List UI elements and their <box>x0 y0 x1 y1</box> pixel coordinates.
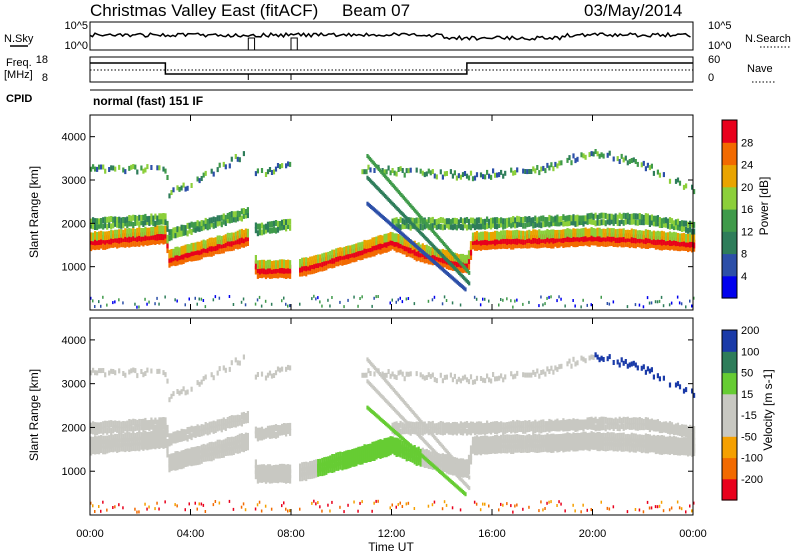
colorbar-tick-label: -50 <box>741 431 757 443</box>
y-tick-label: 3000 <box>62 379 86 391</box>
colorbar-swatch <box>722 142 737 166</box>
time-axis: 00:00 04:00 08:00 12:00 16:00 20:00 00:00 <box>76 115 707 540</box>
power-panel: 1000 2000 3000 4000 Slant Range [km] <box>27 114 696 311</box>
freq-tick-bottom: 8 <box>42 72 48 84</box>
colorbar-swatch <box>722 253 737 277</box>
colorbar-swatch <box>722 330 737 352</box>
colorbar-tick-label: 28 <box>741 137 753 149</box>
colorbar-swatch <box>722 372 737 395</box>
nsky-tick-top: 10^5 <box>64 20 88 32</box>
freq-trace <box>90 62 693 80</box>
nave-tick-bottom: 0 <box>708 72 714 84</box>
x-tick-label: 08:00 <box>277 528 305 540</box>
velocity-ylabel: Slant Range [km] <box>27 369 41 461</box>
y-tick-label: 4000 <box>62 132 86 144</box>
colorbar-tick-label: 16 <box>741 204 753 216</box>
freq-tick-top: 18 <box>36 54 48 66</box>
freq-label-2: [MHz] <box>4 69 33 81</box>
colorbar-swatch <box>722 393 737 416</box>
colorbar-swatch <box>722 186 737 210</box>
x-tick-label: 04:00 <box>177 528 205 540</box>
power-y-axis: 1000 2000 3000 4000 <box>62 132 693 274</box>
power-data <box>90 149 696 309</box>
velocity-colorbar: -200 -100 -50 -15 15 50 100 200 Velocity [m s-1… <box>721 325 775 501</box>
date-label: 03/May/2014 <box>584 1 682 20</box>
colorbar-swatch <box>722 478 737 501</box>
colorbar-tick-label: -15 <box>741 410 757 422</box>
colorbar-tick-label: 24 <box>741 160 753 172</box>
y-tick-label: 1000 <box>62 466 86 478</box>
cpid-value: normal (fast) 151 IF <box>93 94 203 108</box>
colorbar-swatch <box>722 120 737 143</box>
colorbar-swatch <box>722 209 737 232</box>
x-tick-label: 16:00 <box>478 528 506 540</box>
x-tick-label: 00:00 <box>679 528 707 540</box>
velocity-panel: 1000 2000 3000 4000 Slant Range [km] <box>27 317 696 516</box>
nsearch-tick-bottom: 10^0 <box>708 40 732 52</box>
velocity-y-axis: 1000 2000 3000 4000 <box>62 335 693 478</box>
y-tick-label: 3000 <box>62 175 86 187</box>
colorbar-tick-label: 100 <box>741 346 759 358</box>
power-ylabel: Slant Range [km] <box>27 166 41 258</box>
colorbar-swatch <box>722 415 737 437</box>
nave-tick-top: 60 <box>708 54 720 66</box>
nsearch-label: N.Search <box>745 33 791 45</box>
colorbar-tick-label: 8 <box>741 249 747 261</box>
beam-label: Beam 07 <box>342 1 410 20</box>
colorbar-tick-label: 50 <box>741 368 753 380</box>
colorbar-swatch <box>722 436 737 459</box>
y-tick-label: 4000 <box>62 335 86 347</box>
time-axis-label: Time UT <box>368 540 414 554</box>
colorbar-tick-label: -100 <box>741 453 763 465</box>
nsearch-tick-top: 10^5 <box>708 20 732 32</box>
nave-label: Nave <box>747 63 773 75</box>
power-colorbar: 4 8 12 16 20 24 28 Power [dB] <box>721 119 771 299</box>
y-tick-label: 1000 <box>62 262 86 274</box>
colorbar-swatch <box>722 351 737 374</box>
freq-label-1: Freq. <box>6 57 32 69</box>
colorbar-tick-label: -200 <box>741 474 763 486</box>
colorbar-tick-label: 200 <box>741 325 759 337</box>
nsky-panel <box>89 21 694 51</box>
colorbar-tick-label: 12 <box>741 226 753 238</box>
nsky-label: N.Sky <box>4 33 34 45</box>
colorbar-swatch <box>722 275 737 299</box>
colorbar-tick-label: 4 <box>741 271 747 283</box>
y-tick-label: 2000 <box>62 422 86 434</box>
velocity-colorbar-label: Velocity [m s-1] <box>761 369 775 450</box>
colorbar-swatch <box>722 231 737 255</box>
nsky-trace <box>89 31 691 51</box>
station-title: Christmas Valley East (fitACF) <box>90 1 318 20</box>
y-tick-label: 2000 <box>62 218 86 230</box>
x-tick-label: 20:00 <box>579 528 607 540</box>
colorbar-tick-label: 15 <box>741 389 753 401</box>
colorbar-tick-label: 20 <box>741 182 753 194</box>
velocity-data <box>90 352 696 514</box>
nsky-tick-bottom: 10^0 <box>64 40 88 52</box>
colorbar-swatch <box>722 164 737 188</box>
power-colorbar-label: Power [dB] <box>757 177 771 236</box>
cpid-label: CPID <box>6 93 32 105</box>
colorbar-swatch <box>722 457 737 480</box>
x-tick-label: 00:00 <box>76 528 104 540</box>
x-tick-label: 12:00 <box>378 528 406 540</box>
